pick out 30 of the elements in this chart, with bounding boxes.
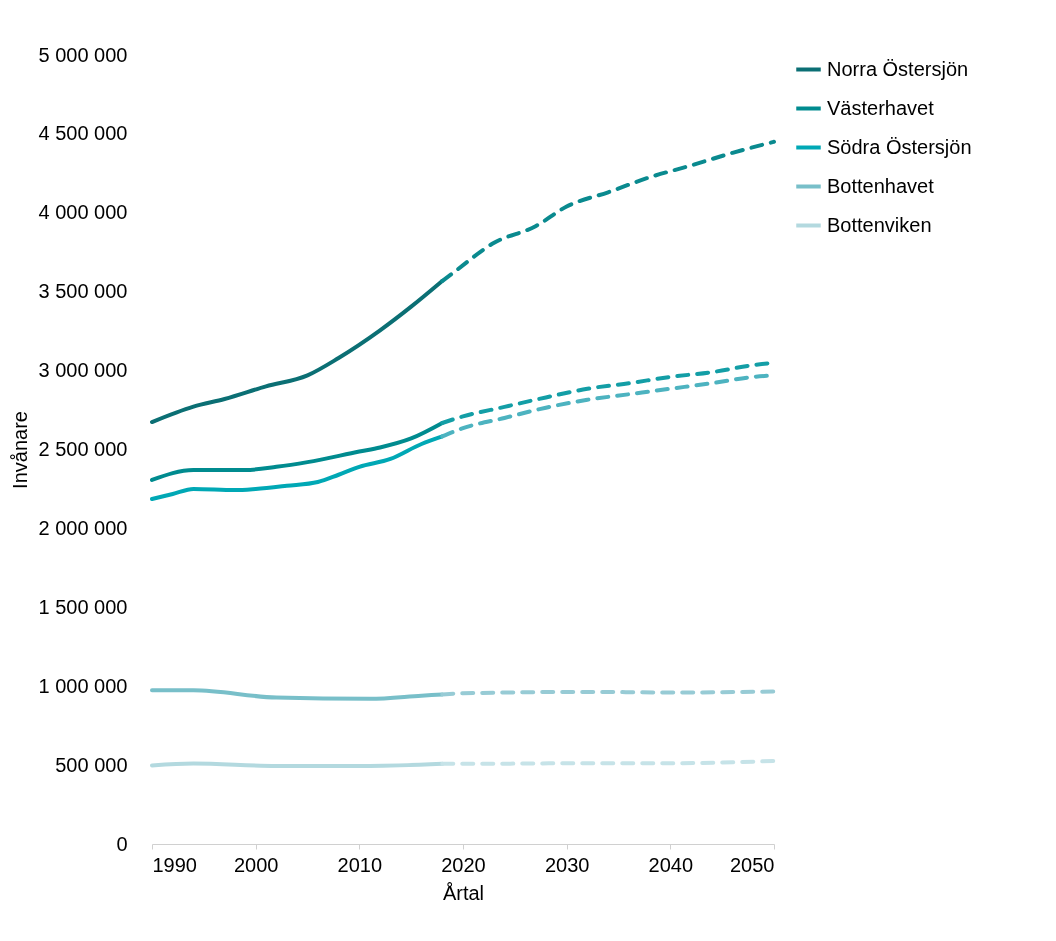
x-axis-title: Årtal (442, 881, 485, 904)
x-tick-label: 1990 (152, 853, 197, 876)
y-tick-label: 4 500 000 (38, 122, 128, 145)
y-tick-label: 4 000 000 (38, 201, 128, 224)
line-series (150, 434, 445, 502)
x-tick-label: 2010 (337, 853, 383, 876)
line-series (150, 278, 445, 425)
y-tick-label: 3 500 000 (38, 280, 128, 303)
line-series (150, 420, 445, 482)
x-tick-label: 2030 (544, 853, 590, 876)
y-tick-label: 1 500 000 (38, 595, 128, 618)
legend-label: Västerhavet (827, 96, 935, 119)
line-series (440, 139, 776, 283)
y-axis-title: Invånare (8, 411, 31, 489)
x-tick-label: 2050 (730, 853, 775, 876)
legend-label: Bottenhavet (827, 174, 935, 197)
x-tick-label: 2040 (648, 853, 694, 876)
y-tick-label: 2 000 000 (38, 516, 128, 539)
y-tick-label: 5 000 000 (38, 43, 128, 66)
x-tick-label: 2020 (441, 853, 486, 876)
legend-label: Bottenviken (827, 213, 932, 236)
y-tick-label: 2 500 000 (38, 438, 128, 460)
line-series (150, 688, 445, 701)
legend-label: Södra Östersjön (827, 135, 972, 158)
y-tick-label: 1 000 000 (38, 674, 128, 697)
y-tick-label: 0 (116, 832, 128, 855)
y-tick-label: 3 000 000 (38, 359, 128, 382)
x-tick-label: 2000 (233, 853, 279, 876)
legend-label: Norra Östersjön (827, 57, 969, 80)
y-tick-label: 500 000 (55, 753, 128, 776)
